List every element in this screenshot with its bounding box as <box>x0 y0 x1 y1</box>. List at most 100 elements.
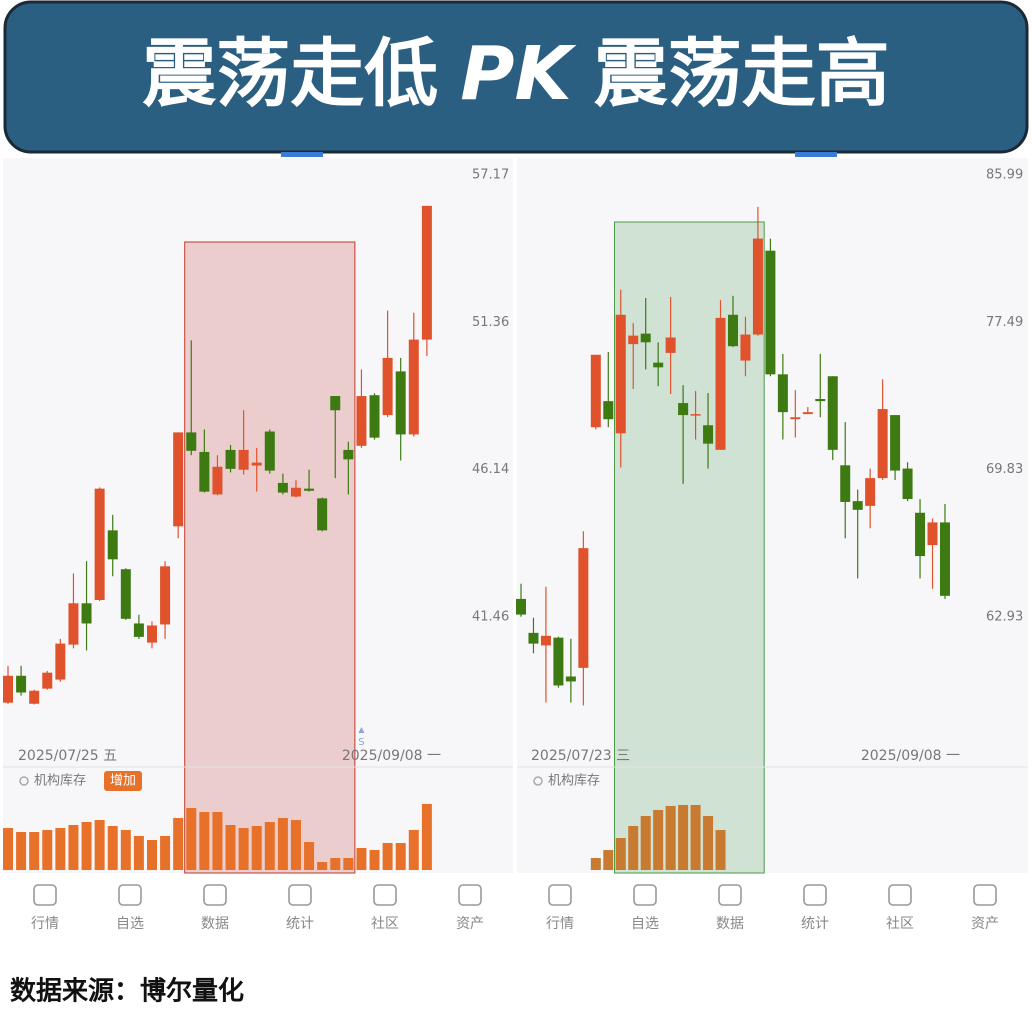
nav-icon[interactable] <box>888 884 912 906</box>
nav-icon[interactable] <box>633 884 657 906</box>
nav-label[interactable]: 行情 <box>31 916 59 932</box>
volume-bar <box>603 850 614 870</box>
nav-icon[interactable] <box>718 884 742 906</box>
nav-label[interactable]: 社区 <box>371 916 399 932</box>
volume-bar <box>356 848 367 870</box>
volume-bar <box>653 810 664 870</box>
nav-icon[interactable] <box>288 884 312 906</box>
candle-body <box>421 205 432 340</box>
candle-body <box>840 465 851 502</box>
indicator-icon <box>19 776 29 786</box>
volume-bar <box>212 812 223 870</box>
nav-icon[interactable] <box>118 884 142 906</box>
nav-icon[interactable] <box>803 884 827 906</box>
candle-body <box>55 643 66 680</box>
candle-body <box>653 362 664 368</box>
volume-bar <box>199 812 210 870</box>
candle-body <box>528 632 539 644</box>
candle-body <box>16 675 27 693</box>
title-part: 震荡走低 <box>142 31 438 117</box>
candle-body <box>369 395 380 438</box>
y-tick-label: 57.17 <box>472 167 509 182</box>
volume-bar <box>107 826 118 870</box>
candle-body <box>553 637 564 686</box>
candle-body <box>915 512 926 557</box>
candle-body <box>578 548 589 668</box>
candle-body <box>212 466 223 495</box>
badge-bg <box>104 771 142 791</box>
candle-body <box>540 635 551 646</box>
title-banner <box>3 0 1029 154</box>
candle-body <box>160 566 171 625</box>
volume-bar <box>317 862 328 870</box>
candle-body <box>827 376 838 450</box>
candle-body <box>277 482 288 493</box>
candle-body <box>290 487 301 497</box>
candle-body <box>395 371 406 435</box>
volume-bar <box>186 808 197 870</box>
candle-body <box>238 449 249 470</box>
candle-body <box>877 409 888 479</box>
y-tick-label: 69.83 <box>986 462 1023 477</box>
candle-body <box>777 374 788 413</box>
nav-label[interactable]: 自选 <box>631 916 659 932</box>
x-tick-label: 2025/09/08 一 <box>861 748 960 764</box>
candle-body <box>199 451 210 492</box>
nav-label[interactable]: 自选 <box>116 916 144 932</box>
nav-label[interactable]: 数据 <box>201 916 229 932</box>
volume-bar <box>146 840 157 870</box>
candle-body <box>790 417 801 420</box>
nav-label[interactable]: 统计 <box>286 916 314 932</box>
candle-body <box>665 337 676 353</box>
nav-icon[interactable] <box>33 884 57 906</box>
volume-bar <box>665 806 676 870</box>
candle-body <box>703 425 714 444</box>
candle-body <box>68 603 79 645</box>
nav-label[interactable]: 行情 <box>546 916 574 932</box>
volume-bar <box>590 858 601 870</box>
volume-bar <box>395 843 406 870</box>
candle-body <box>225 449 236 469</box>
volume-bar <box>628 826 639 870</box>
nav-icon[interactable] <box>203 884 227 906</box>
volume-bar <box>615 838 626 870</box>
candle-body <box>330 396 341 411</box>
candle-body <box>740 334 751 361</box>
candle-body <box>902 468 913 500</box>
nav-label[interactable]: 社区 <box>886 916 914 932</box>
volume-bar <box>277 818 288 870</box>
nav-label[interactable]: 统计 <box>801 916 829 932</box>
nav-icon[interactable] <box>373 884 397 906</box>
candle-body <box>81 603 92 624</box>
volume-bar <box>678 805 689 870</box>
nav-label[interactable]: 资产 <box>456 916 484 932</box>
candle-body <box>120 569 131 619</box>
volume-bar <box>382 843 393 870</box>
nav-label[interactable]: 数据 <box>716 916 744 932</box>
volume-bar <box>290 820 301 870</box>
nav-icon[interactable] <box>548 884 572 906</box>
volume-bar <box>225 825 236 870</box>
volume-bar <box>251 826 262 870</box>
y-tick-label: 51.36 <box>472 315 509 330</box>
volume-bar <box>408 830 419 870</box>
volume-bar <box>120 830 131 870</box>
nav-icon[interactable] <box>458 884 482 906</box>
volume-bar <box>160 836 171 870</box>
candle-body <box>690 414 701 416</box>
candle-body <box>29 690 40 704</box>
x-tick-label: 2025/07/25 五 <box>18 748 117 764</box>
indicator-label: 机构库存 <box>548 773 600 789</box>
volume-bar <box>640 816 651 870</box>
candle-body <box>927 522 938 546</box>
nav-icon[interactable] <box>973 884 997 906</box>
title: 震荡走低 PK 震荡走高 <box>142 31 890 117</box>
nav-label[interactable]: 资产 <box>971 916 999 932</box>
candle-body <box>752 238 763 335</box>
highlight-box <box>614 221 765 874</box>
candle-body <box>408 339 419 435</box>
volume-bar <box>703 816 714 870</box>
candle-body <box>802 412 813 415</box>
candle-body <box>590 354 601 428</box>
